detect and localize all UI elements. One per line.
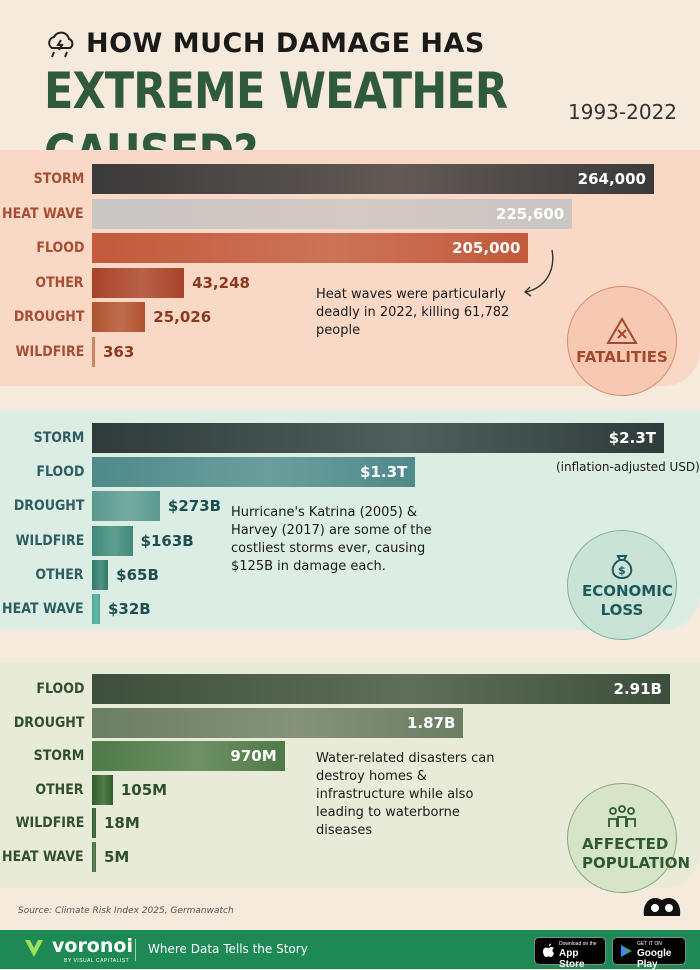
google-play-icon (621, 945, 632, 957)
bar-drought (92, 707, 464, 738)
svg-text:$: $ (618, 564, 626, 577)
bar-storm (92, 741, 285, 772)
app-store-button[interactable]: Download on the App Store (534, 937, 606, 970)
warning-x-icon (606, 316, 638, 344)
category-label-storm: STORM (33, 430, 84, 446)
bar-heat-wave (92, 594, 100, 624)
economic-badge-label: ECONOMIC LOSS (582, 582, 673, 619)
affected-population-panel: Water-related disasters can destroy home… (0, 662, 700, 888)
category-label-flood: FLOOD (35, 681, 84, 697)
bar-heat-wave (92, 842, 96, 872)
annotation-arrow (523, 249, 554, 297)
value-label-flood: 2.91B (613, 680, 662, 698)
bar-drought (92, 491, 160, 522)
population-annotation: Water-related disasters can destroy home… (316, 751, 495, 838)
category-label-wildfire: WILDFIRE (15, 344, 84, 360)
year-range: 1993-2022 (568, 100, 678, 124)
fatalities-badge: FATALITIES (567, 286, 677, 396)
bar-drought (92, 302, 146, 333)
value-label-wildfire: $163B (140, 531, 194, 550)
title-line1: HOW MUCH DAMAGE HAS (86, 28, 485, 59)
fatalities-badge-label: FATALITIES (576, 347, 668, 366)
value-label-drought: 25,026 (153, 308, 212, 327)
bar-wildfire (92, 337, 95, 367)
category-label-drought: DROUGHT (13, 309, 84, 326)
category-label-drought: DROUGHT (13, 498, 84, 515)
category-label-heat-wave: HEAT WAVE (2, 849, 84, 865)
google-play-small-text: GET IT ON (637, 941, 662, 947)
value-label-storm: 264,000 (577, 170, 646, 188)
value-label-other: $65B (116, 565, 159, 584)
value-label-drought: $273B (167, 497, 222, 516)
value-label-other: 43,248 (192, 273, 250, 292)
category-label-flood: FLOOD (35, 464, 84, 481)
category-label-heat-wave: HEAT WAVE (2, 601, 84, 617)
fatalities-annotation: Heat waves were particularly deadly in 2… (316, 287, 510, 338)
money-bag-icon: $ (611, 555, 633, 580)
category-label-drought: DROUGHT (13, 714, 84, 731)
storm-cloud-icon (48, 31, 74, 58)
value-label-flood: 205,000 (452, 239, 521, 258)
bar-wildfire (92, 808, 96, 839)
category-label-wildfire: WILDFIRE (15, 815, 84, 832)
category-label-storm: STORM (33, 171, 84, 187)
app-store-small-text: Download on the (559, 941, 597, 947)
category-label-heat-wave: HEAT WAVE (2, 205, 84, 222)
tagline: Where Data Tells the Story (148, 942, 308, 956)
value-label-drought: 1.87B (406, 713, 456, 732)
value-label-flood: $1.3T (360, 463, 408, 482)
bar-storm (92, 423, 664, 453)
economic-annotation: Hurricane's Katrina (2005) & Harvey (201… (231, 505, 432, 574)
value-label-heat-wave: $32B (108, 600, 151, 618)
value-label-heat-wave: 225,600 (495, 204, 565, 223)
apple-icon (543, 943, 554, 957)
category-label-other: OTHER (35, 566, 84, 583)
value-label-storm: $2.3T (608, 429, 656, 447)
value-label-heat-wave: 5M (104, 848, 130, 866)
voronoi-logo-icon[interactable] (22, 936, 46, 960)
google-play-label: Google Play (637, 948, 672, 970)
bar-flood (92, 457, 416, 488)
inflation-note: (inflation-adjusted USD) (556, 460, 700, 474)
category-label-storm: STORM (33, 748, 84, 765)
economic-loss-badge: $ ECONOMIC LOSS (567, 530, 677, 640)
footer-divider (135, 939, 136, 961)
footer: voronoi BY VISUAL CAPITALIST Where Data … (0, 930, 700, 970)
value-label-wildfire: 363 (103, 343, 135, 361)
brand-name[interactable]: voronoi (52, 935, 133, 957)
value-label-storm: 970M (230, 747, 277, 766)
category-label-wildfire: WILDFIRE (15, 532, 84, 549)
mascot-logo-icon (643, 897, 681, 916)
google-play-button[interactable]: GET IT ON Google Play (612, 937, 686, 970)
bar-other (92, 774, 113, 805)
population-badge-label: AFFECTED POPULATION (582, 835, 691, 872)
category-label-other: OTHER (35, 781, 84, 798)
bar-wildfire (92, 525, 133, 556)
bar-other (92, 559, 109, 590)
bar-other (92, 267, 185, 298)
bar-flood (92, 233, 529, 264)
value-label-wildfire: 18M (104, 814, 140, 833)
bar-flood (92, 674, 670, 704)
bar-storm (92, 164, 654, 194)
brand-subtitle: BY VISUAL CAPITALIST (64, 958, 130, 964)
affected-population-badge: AFFECTED POPULATION (567, 783, 691, 893)
category-label-other: OTHER (35, 274, 84, 291)
bar-heat-wave (92, 198, 573, 229)
source-note: Source: Climate Risk Index 2025, Germanw… (18, 906, 234, 916)
category-label-flood: FLOOD (35, 240, 84, 257)
value-label-other: 105M (120, 780, 168, 799)
app-store-label: App Store (559, 948, 585, 970)
people-group-icon (608, 805, 636, 827)
